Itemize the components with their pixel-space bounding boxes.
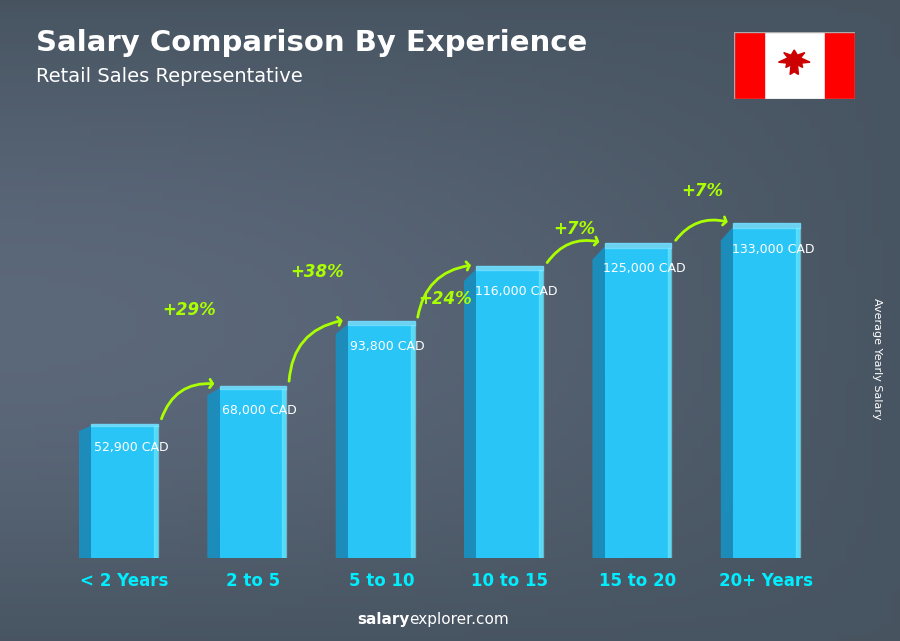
Text: salary: salary [357, 612, 410, 627]
Text: 116,000 CAD: 116,000 CAD [475, 285, 557, 297]
Bar [91, 426, 158, 558]
Bar [605, 247, 671, 558]
Text: explorer.com: explorer.com [410, 612, 509, 627]
Bar [220, 389, 286, 558]
Polygon shape [796, 228, 800, 558]
Bar [734, 32, 764, 99]
Bar [348, 325, 415, 558]
Polygon shape [220, 387, 286, 389]
Text: 125,000 CAD: 125,000 CAD [603, 262, 686, 276]
Text: +29%: +29% [162, 301, 216, 319]
Polygon shape [605, 243, 671, 247]
Polygon shape [539, 270, 543, 558]
Bar [733, 228, 800, 558]
Polygon shape [668, 247, 671, 558]
Polygon shape [348, 321, 415, 325]
Polygon shape [80, 426, 91, 558]
Polygon shape [464, 270, 476, 558]
Text: 68,000 CAD: 68,000 CAD [222, 404, 297, 417]
Polygon shape [208, 389, 220, 558]
Polygon shape [337, 325, 348, 558]
Text: +7%: +7% [681, 182, 724, 200]
Polygon shape [91, 424, 158, 426]
Text: Average Yearly Salary: Average Yearly Salary [872, 298, 883, 420]
Polygon shape [476, 265, 543, 270]
Text: +38%: +38% [291, 263, 344, 281]
Polygon shape [283, 389, 286, 558]
Text: 133,000 CAD: 133,000 CAD [732, 242, 814, 256]
Text: 93,800 CAD: 93,800 CAD [350, 340, 425, 353]
Bar [476, 270, 543, 558]
Text: Retail Sales Representative: Retail Sales Representative [36, 67, 302, 87]
Bar [824, 32, 855, 99]
Polygon shape [722, 228, 733, 558]
Text: 52,900 CAD: 52,900 CAD [94, 441, 168, 454]
Polygon shape [593, 247, 605, 558]
Polygon shape [778, 50, 810, 74]
Text: +7%: +7% [553, 221, 595, 238]
Polygon shape [410, 325, 415, 558]
Text: +24%: +24% [418, 290, 472, 308]
Text: Salary Comparison By Experience: Salary Comparison By Experience [36, 29, 587, 57]
Polygon shape [733, 222, 800, 228]
Polygon shape [154, 426, 158, 558]
